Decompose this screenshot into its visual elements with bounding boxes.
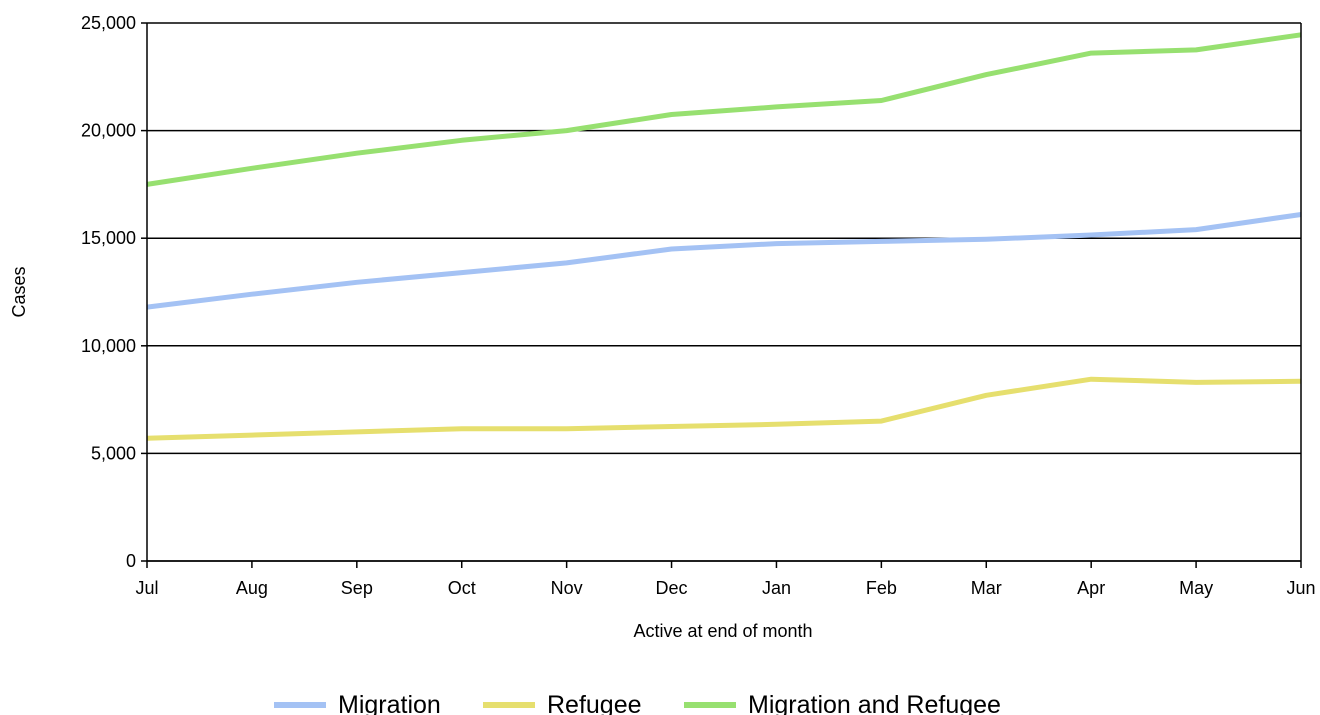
gridlines: [147, 22, 1301, 562]
x-tick-label: Feb: [866, 578, 897, 598]
legend: Migration Refugee Migration and Refugee: [274, 691, 1001, 715]
x-tick-label: Mar: [971, 578, 1002, 598]
y-tick-label: 25,000: [81, 13, 136, 33]
series-line: [146, 212, 1302, 310]
x-axis-title: Active at end of month: [633, 621, 812, 641]
legend-label: Migration and Refugee: [748, 691, 1001, 715]
y-tick-label: 0: [126, 551, 136, 571]
y-tick-label: 10,000: [81, 336, 136, 356]
y-tick-label: 20,000: [81, 121, 136, 141]
y-tick-label: 5,000: [91, 443, 136, 463]
y-axis-title: Cases: [9, 266, 29, 317]
x-tick-label: Oct: [448, 578, 476, 598]
x-tick-label: Nov: [551, 578, 583, 598]
x-tick-label: Jun: [1286, 578, 1315, 598]
legend-label: Refugee: [547, 691, 642, 715]
x-tick-label: Aug: [236, 578, 268, 598]
y-tick-label: 15,000: [81, 228, 136, 248]
x-tick-label: Jan: [762, 578, 791, 598]
tick-labels: 0 5,000 10,000 15,000 20,000 25,000 Jul Aug Sep O…: [81, 13, 1316, 598]
series-lines: [146, 32, 1302, 441]
series-line: [146, 376, 1302, 441]
x-tick-label: Sep: [341, 578, 373, 598]
x-tick-label: Jul: [135, 578, 158, 598]
legend-label: Migration: [338, 691, 441, 715]
axes: [141, 22, 1302, 568]
x-tick-label: May: [1179, 578, 1213, 598]
x-tick-label: Dec: [656, 578, 688, 598]
series-line: [146, 32, 1302, 187]
x-tick-label: Apr: [1077, 578, 1105, 598]
